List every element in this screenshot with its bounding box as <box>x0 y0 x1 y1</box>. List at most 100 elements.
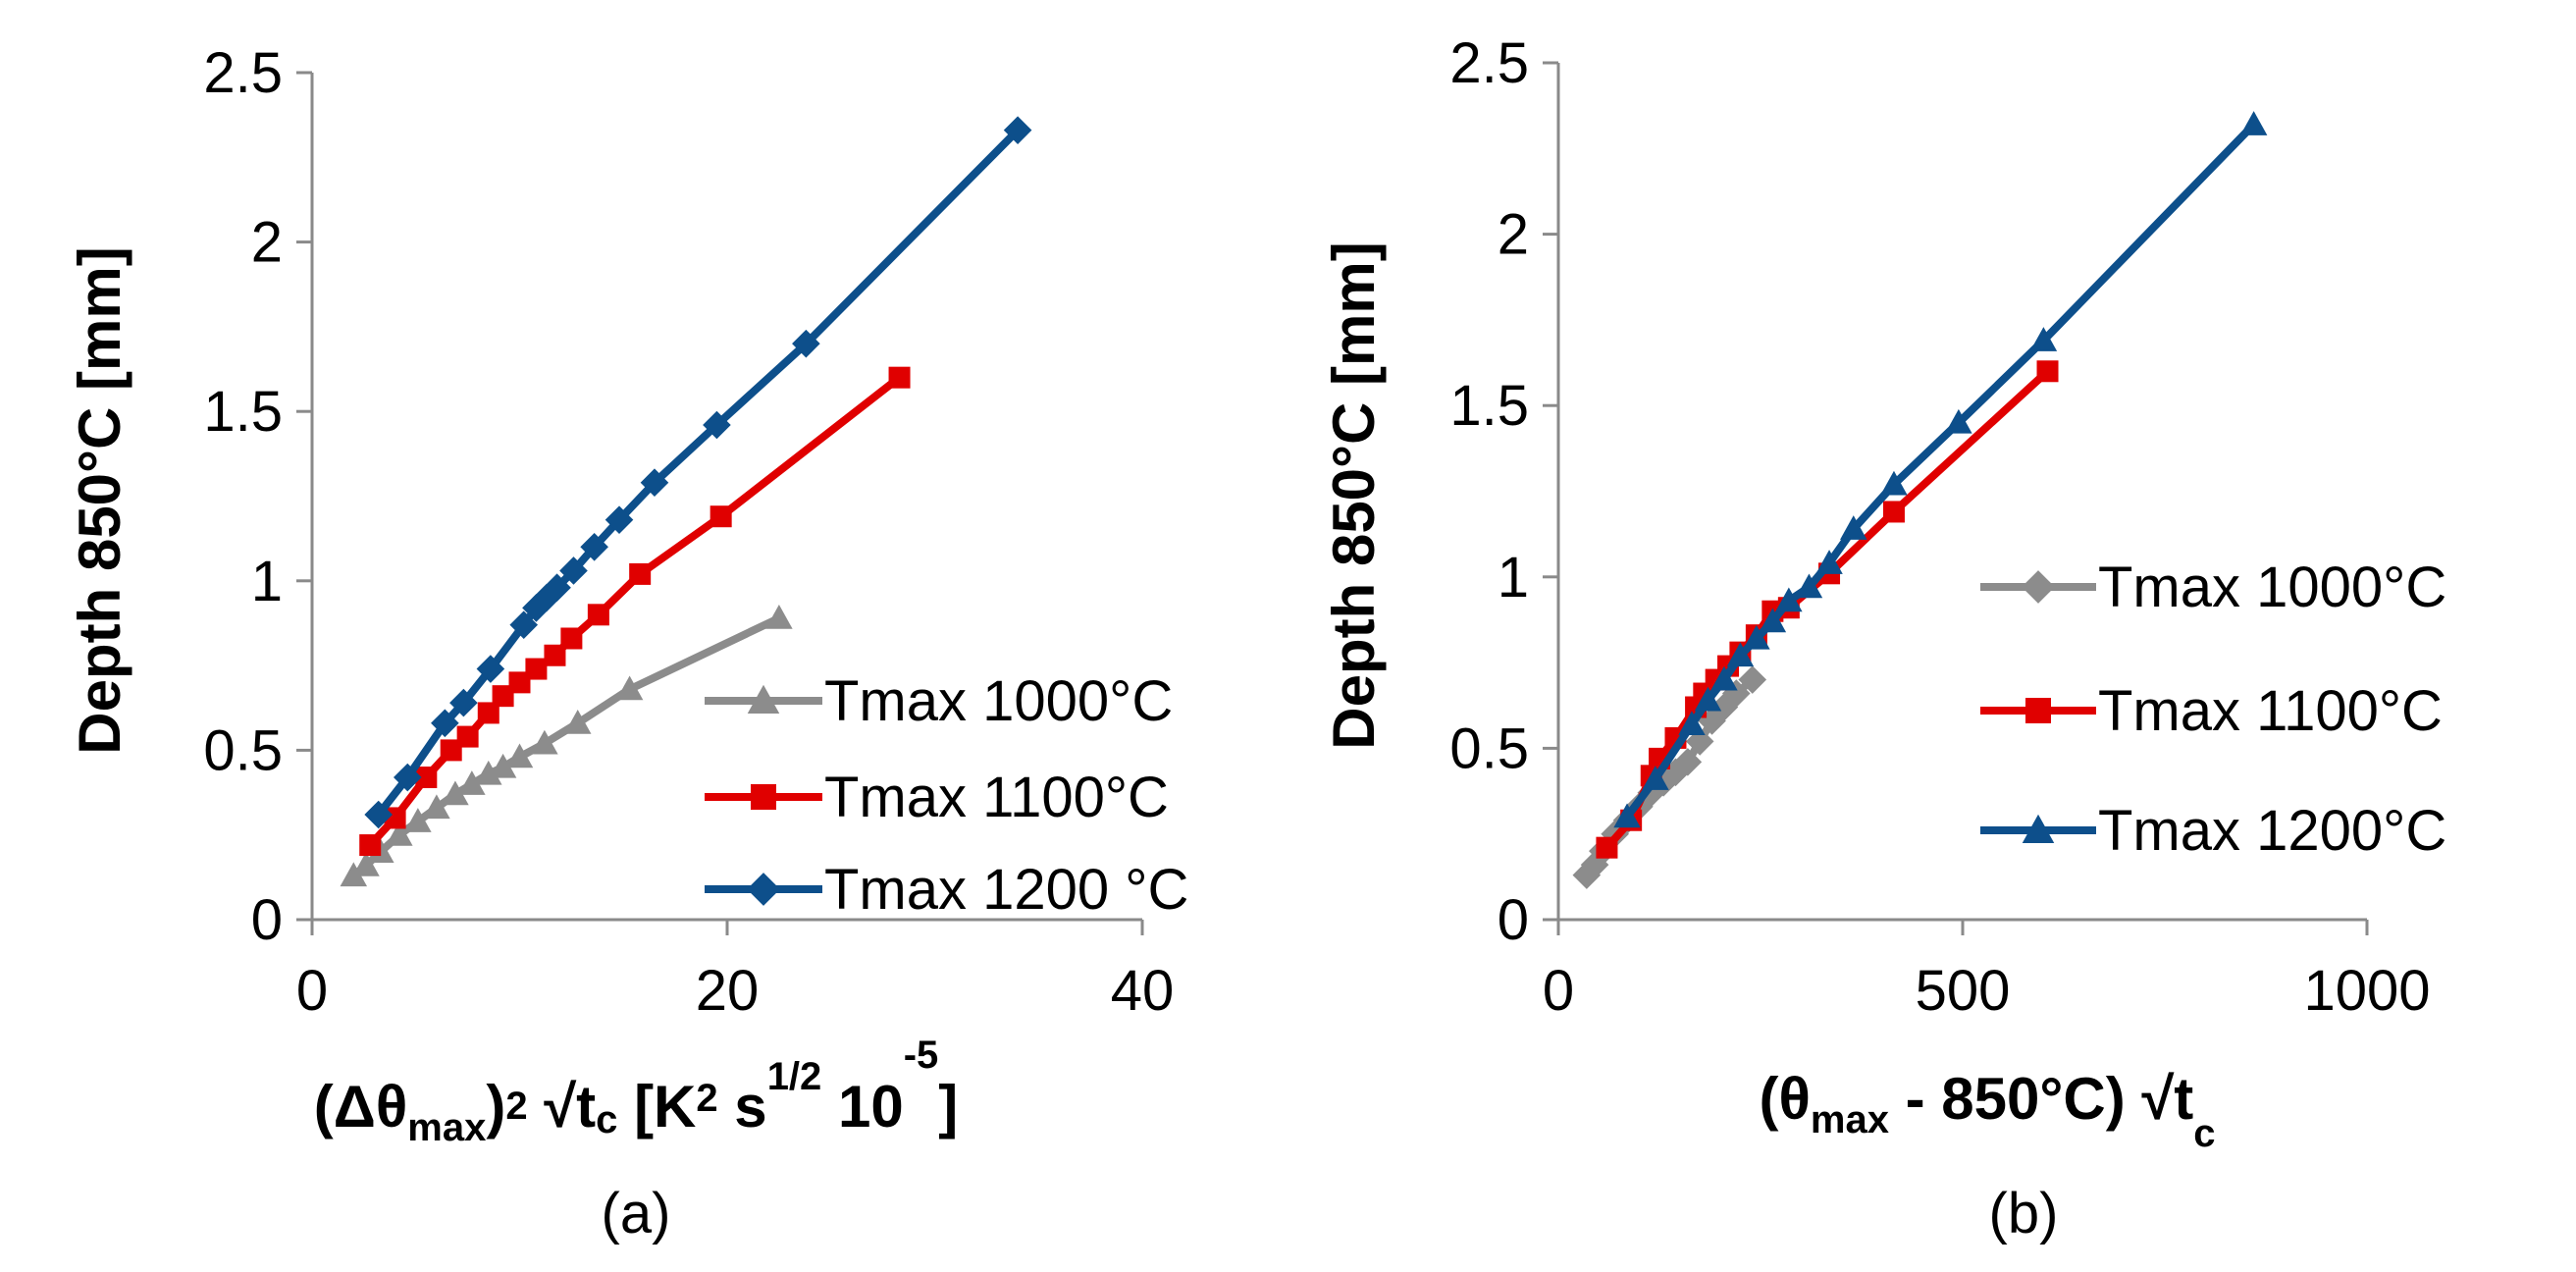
data-point <box>559 556 588 585</box>
data-point <box>1743 624 1770 650</box>
data-point <box>477 702 499 724</box>
x-tick-label: 20 <box>696 959 760 1023</box>
legend-marker <box>2022 570 2055 604</box>
data-point <box>505 743 534 768</box>
legend-marker <box>2022 814 2055 843</box>
data-point <box>1840 515 1867 540</box>
data-point <box>352 852 380 876</box>
data-point <box>1882 501 1905 523</box>
y-tick-label: 0.5 <box>203 718 283 782</box>
data-point <box>531 729 558 755</box>
y-tick-label: 2 <box>251 211 283 275</box>
data-point <box>1759 608 1787 633</box>
panel-label-a: (a) <box>602 1182 671 1246</box>
tick-labels-b: 0 0.5 1 1.5 2 2.5 0 500 1000 <box>1449 31 2430 1023</box>
x-tick-label: 40 <box>1111 959 1175 1023</box>
data-point <box>1572 861 1602 889</box>
x-axis-label-b: (θmax - 850°C) √tc <box>1759 1066 2215 1155</box>
data-point <box>1815 550 1843 574</box>
data-point <box>386 821 413 846</box>
x-tick-label: 500 <box>1916 959 2011 1023</box>
y-tick-label: 0 <box>251 888 283 952</box>
series-tmax-1100-c <box>359 366 911 857</box>
chart-panel-b: 0 0.5 1 1.5 2 2.5 0 500 1000 Tmax 1000°C Tmax 110… <box>1321 31 2446 1246</box>
data-point <box>1738 665 1767 694</box>
data-point <box>703 410 731 440</box>
plot-area-a <box>340 116 1032 887</box>
series-tmax-1200-c <box>364 116 1032 829</box>
data-point <box>1775 587 1803 612</box>
data-point <box>615 675 644 701</box>
data-point <box>888 366 911 389</box>
series-tmax-1000-c <box>340 605 793 887</box>
legend-marker <box>2025 698 2051 723</box>
legend-label: Tmax 1200°C <box>2098 799 2446 863</box>
data-point <box>2036 360 2059 383</box>
data-point <box>393 763 422 792</box>
data-point <box>475 760 502 785</box>
legend-a: Tmax 1000°C Tmax 1100°C Tmax 1200 °C <box>705 669 1188 922</box>
data-point <box>1795 573 1823 599</box>
legend-label: Tmax 1000°C <box>2098 556 2446 619</box>
data-point <box>1003 116 1032 144</box>
data-point <box>489 753 517 778</box>
data-point <box>2029 327 2058 351</box>
legend-label: Tmax 1000°C <box>824 669 1173 733</box>
data-point <box>404 808 432 832</box>
plot-area-b <box>1572 111 2268 889</box>
panel-label-b: (b) <box>1989 1182 2059 1246</box>
y-tick-label: 2 <box>1498 203 1529 267</box>
data-point <box>587 604 609 626</box>
legend-label: Tmax 1200 °C <box>824 858 1188 922</box>
data-point <box>449 688 478 717</box>
chart-panel-a: 0 0.5 1 1.5 2 2.5 0 20 40 Tmax 1000°C Tmax 1100°C… <box>67 41 1188 1246</box>
data-point <box>765 605 793 629</box>
data-point <box>544 644 566 666</box>
data-point <box>458 770 486 795</box>
legend-label: Tmax 1100°C <box>824 766 1169 829</box>
data-point <box>415 767 438 789</box>
data-point <box>563 710 592 734</box>
data-point <box>1880 470 1908 496</box>
legend-marker <box>747 684 780 714</box>
data-point <box>423 794 450 820</box>
data-point <box>364 800 393 829</box>
legend-label: Tmax 1100°C <box>2098 679 2443 743</box>
data-point <box>1642 766 1669 790</box>
legend-marker <box>747 873 780 906</box>
data-point <box>1596 836 1618 859</box>
data-point <box>543 573 571 603</box>
axes-a <box>296 71 1144 935</box>
data-point <box>359 834 382 857</box>
data-point <box>710 505 732 528</box>
data-point <box>492 685 514 708</box>
data-point <box>792 329 820 358</box>
series-line <box>367 374 902 848</box>
axes-b <box>1543 61 2369 935</box>
y-tick-label: 0 <box>1498 888 1529 952</box>
data-point <box>629 562 652 585</box>
data-point <box>1726 642 1755 667</box>
legend-item-tmax-1000-c: Tmax 1000°C <box>705 669 1173 733</box>
y-tick-label: 2.5 <box>1449 31 1529 95</box>
legend-item-tmax-1200-c: Tmax 1200°C <box>1980 799 2446 863</box>
data-point <box>456 725 479 748</box>
series-tmax-1200-c <box>1613 111 2268 828</box>
y-tick-label: 1 <box>1498 546 1529 610</box>
x-tick-label: 1000 <box>2303 959 2430 1023</box>
data-point <box>640 468 669 497</box>
data-point <box>1945 408 1972 434</box>
data-point <box>509 610 539 639</box>
y-tick-label: 1.5 <box>203 380 283 444</box>
x-tick-label: 0 <box>296 959 328 1023</box>
data-point <box>560 627 583 650</box>
tick-labels-a: 0 0.5 1 1.5 2 2.5 0 20 40 <box>203 41 1174 1023</box>
data-point <box>525 658 548 680</box>
x-tick-label: 0 <box>1543 959 1574 1023</box>
legend-item-tmax-1100-c: Tmax 1100°C <box>705 766 1169 829</box>
data-point <box>340 862 368 887</box>
data-point <box>580 532 608 561</box>
series-line <box>350 614 781 879</box>
data-point <box>431 709 459 738</box>
data-point <box>1694 686 1722 712</box>
